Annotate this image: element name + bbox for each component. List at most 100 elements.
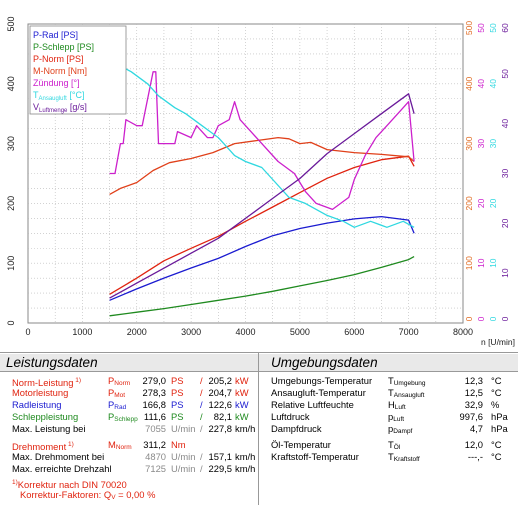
leistung-value-1: 166,8 (142, 399, 166, 410)
umgebung-value: 997,6 (459, 411, 483, 422)
y-tick-label: 0 (6, 320, 16, 325)
footnote-mark: 1) (66, 441, 74, 448)
leistung-label: Drehmoment 1) (12, 441, 74, 453)
umgebung-label: Kraftstoff-Temperatur (271, 451, 359, 462)
legend-entry-unit: [°C] (67, 90, 85, 100)
x-tick-label: 7000 (399, 327, 419, 337)
legend-entry-unit: [Nm] (66, 66, 88, 76)
umgebung-unit: °C (491, 387, 502, 398)
leistung-unit-1: PS (171, 387, 184, 398)
umgebung-symbol-subscript: Kraftstoff (393, 456, 420, 463)
leistung-symbol: PMot (108, 387, 126, 399)
series-line-v-luft (109, 93, 415, 299)
umgebung-value: 12,0 (464, 439, 483, 450)
leistung-slash: / (200, 375, 203, 386)
leistung-value-2: 82,1 (213, 411, 232, 422)
leistung-unit-1: U/min (171, 451, 196, 462)
leistung-label: Motorleistung (12, 387, 69, 398)
umgebung-value: 4,7 (469, 423, 483, 434)
umgebung-symbol-subscript: Luft (393, 416, 405, 423)
legend-entry-name: P-Schlepp (33, 42, 75, 52)
right-axis-tick-label: 400 (464, 76, 474, 90)
right-axis-tick-label: 30 (488, 139, 498, 149)
leistung-row: Max. Drehmoment bei 4870 U/min / 157,1 km/h (0, 451, 258, 463)
right-axis-tick-label: 200 (464, 196, 474, 210)
leistung-unit-1: U/min (171, 423, 196, 434)
leistung-unit-1: Nm (171, 439, 186, 450)
umgebung-symbol-subscript: Umgebung (393, 380, 426, 387)
legend-entry-name: P-Rad (33, 30, 59, 40)
leistung-unit-2: km/h (235, 423, 256, 434)
x-tick-label: 6000 (344, 327, 364, 337)
leistung-row: Motorleistung PMot 278,3 PS / 204,7 kW (0, 387, 258, 399)
legend-entry-v-luft: VLuftmenge [g/s] (33, 102, 87, 114)
umgebung-row: Luftdruck pLuft 997,6 hPa (259, 411, 518, 423)
leistung-value-1: 7125 (145, 463, 166, 474)
leistung-slash: / (200, 411, 203, 422)
umgebung-row: Ansaugluft-Temperatur TAnsaugluft 12,5 °C (259, 387, 518, 399)
right-axis-tick-label: 40 (500, 119, 510, 129)
leistung-slash: / (200, 399, 203, 410)
umgebung-row: Öl-Temperatur TÖl 12,0 °C (259, 439, 518, 451)
leistung-slash: / (200, 451, 203, 462)
right-axis-tick-label: 300 (464, 136, 474, 150)
umgebung-symbol: HLuft (388, 399, 406, 411)
leistung-unit-1: PS (171, 375, 184, 386)
leistung-symbol-subscript: Mot (114, 392, 126, 399)
leistung-value-2: 157,1 (208, 451, 232, 462)
data-tables: Leistungsdaten Umgebungsdaten Norm-Leist… (0, 352, 518, 505)
leistung-unit-2: kW (235, 387, 249, 398)
umgebung-row: Kraftstoff-Temperatur TKraftstoff ---,- °C (259, 451, 518, 463)
footnote-factors: Korrektur-Faktoren: QV = 0,00 % (20, 489, 155, 501)
leistung-symbol: PNorm (108, 375, 131, 387)
legend-entry-name: P-Norm (33, 54, 64, 64)
leistung-label: Radleistung (12, 399, 62, 410)
legend-entry-t-ansaug: TAnsaugluft [°C] (33, 90, 84, 102)
legend-entry-unit: [PS] (75, 42, 95, 52)
y-tick-label: 200 (6, 196, 16, 211)
legend-entry-subscript: Luftmenge (39, 108, 68, 114)
legend-entry-unit: [°] (69, 78, 80, 88)
series-line-p-norm (109, 155, 415, 295)
right-axis-tick-label: 0 (464, 316, 474, 321)
umgebung-symbol-subscript: Luft (394, 404, 406, 411)
leistung-slash: / (200, 387, 203, 398)
legend-entry-p-norm: P-Norm [PS] (33, 54, 84, 64)
series-line-m-norm (109, 136, 415, 195)
umgebung-symbol: pLuft (388, 411, 405, 423)
x-tick-label: 0 (25, 327, 30, 337)
legend-entry-name: T (33, 90, 39, 100)
legend-entry-name: Zündung (33, 78, 69, 88)
umgebung-symbol: TAnsaugluft (388, 387, 425, 399)
leistung-value-2: 205,2 (208, 375, 232, 386)
leistung-unit-1: U/min (171, 463, 196, 474)
umgebung-symbol: TKraftstoff (388, 451, 420, 463)
chart-legend: P-Rad [PS]P-Schlepp [PS]P-Norm [PS]M-Nor… (29, 25, 127, 115)
leistung-unit-2: kW (235, 375, 249, 386)
right-axis-tick-label: 100 (464, 256, 474, 270)
right-axis-tick-label: 20 (488, 198, 498, 208)
right-axis-tick-label: 30 (500, 169, 510, 179)
umgebung-value: ---,- (467, 451, 483, 462)
leistung-symbol-subscript: Norm (115, 444, 132, 451)
leistung-row: Norm-Leistung 1) PNorm 279,0 PS / 205,2 kW (0, 375, 258, 388)
right-axis-tick-label: 20 (476, 198, 486, 208)
leistung-unit-1: PS (171, 399, 184, 410)
table-top-divider (0, 352, 518, 353)
leistung-row: Max. Leistung bei 7055 U/min / 227,8 km/h (0, 423, 258, 435)
umgebung-value: 12,5 (464, 387, 483, 398)
x-tick-label: 1000 (72, 327, 92, 337)
footnote-din-text: Korrektur nach DIN 70020 (17, 479, 127, 491)
leistung-value-2: 227,8 (208, 423, 232, 434)
umgebung-row: Relative Luftfeuchte HLuft 32,9% (259, 399, 518, 411)
series-line-zuendung (109, 71, 415, 211)
chart-series (109, 53, 415, 317)
umgebung-label: Relative Luftfeuchte (271, 399, 354, 410)
leistung-unit-2: km/h (235, 451, 256, 462)
right-axis-tick-label: 30 (476, 139, 486, 149)
leistung-label: Schleppleistung (12, 411, 79, 422)
umgebung-row: Dampfdruck pDampf 4,7 hPa (259, 423, 518, 435)
right-axis-tick-label: 0 (476, 316, 486, 321)
